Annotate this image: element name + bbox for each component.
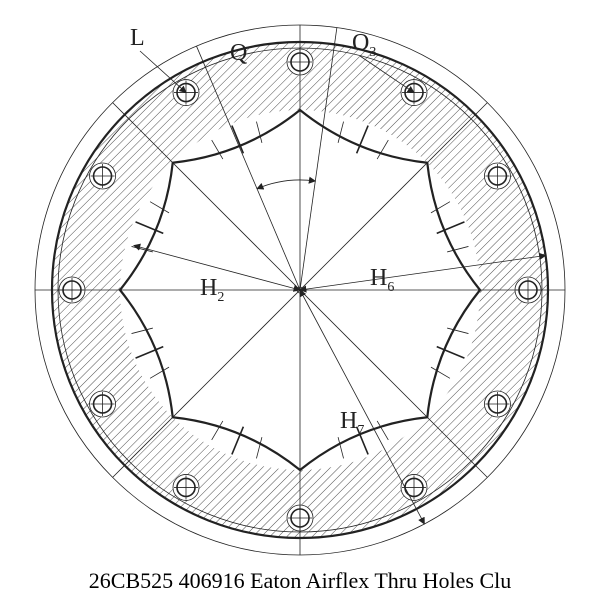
svg-text:L: L — [130, 25, 145, 51]
clutch-ring-diagram: LQO3H2H6H7 — [0, 0, 600, 600]
svg-text:O3: O3 — [352, 30, 376, 60]
svg-text:Q: Q — [230, 40, 247, 66]
figure-caption: 26CB525 406916 Eaton Airflex Thru Holes … — [0, 568, 600, 594]
